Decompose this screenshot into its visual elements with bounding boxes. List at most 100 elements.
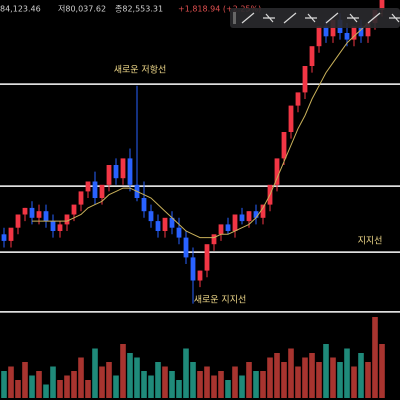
header-high: 84,123.46 xyxy=(0,5,41,14)
candle-body xyxy=(309,46,315,66)
volume-bar xyxy=(372,317,378,398)
candle-body xyxy=(141,198,147,212)
candle-body xyxy=(176,227,182,238)
candle-body xyxy=(358,26,364,37)
tool-icon[interactable] xyxy=(389,13,400,23)
candle-body xyxy=(127,158,133,185)
volume-bar xyxy=(232,366,238,398)
volume-bar xyxy=(225,380,231,398)
volume-bar xyxy=(176,380,182,398)
tool-icon[interactable] xyxy=(283,12,297,24)
volume-bar xyxy=(316,362,322,398)
candle-body xyxy=(99,184,105,198)
volume-bar xyxy=(323,344,329,398)
volume-bar xyxy=(15,380,21,398)
volume-bar xyxy=(22,362,28,398)
candle-body xyxy=(43,211,49,222)
volume-bar xyxy=(1,371,7,398)
volume-bar xyxy=(71,371,77,398)
candle-body xyxy=(204,244,210,271)
volume-bar xyxy=(64,375,70,398)
candle-body xyxy=(92,181,98,198)
volume-bar xyxy=(239,375,245,398)
candle-body xyxy=(344,33,350,40)
candle-body xyxy=(78,191,84,205)
volume-bar xyxy=(337,362,343,398)
candle-body xyxy=(246,211,252,222)
header-low: 저80,037.62 xyxy=(58,5,106,14)
volume-bar xyxy=(169,371,175,398)
volume-bar xyxy=(50,366,56,398)
candle-body xyxy=(50,221,56,231)
candle-body xyxy=(22,207,28,215)
candle-body xyxy=(120,158,126,179)
volume-bar xyxy=(155,362,161,398)
volume-bar xyxy=(134,357,140,398)
volume-bar xyxy=(218,371,224,398)
level-label: 새로운 저항선 xyxy=(114,65,167,76)
candle-body xyxy=(64,214,70,225)
volume-bar xyxy=(113,375,119,398)
candle-body xyxy=(288,105,294,132)
candle-body xyxy=(113,165,119,179)
moving-average xyxy=(32,12,383,239)
volume-bar xyxy=(330,357,336,398)
tool-icon[interactable] xyxy=(367,12,381,24)
volume-bar xyxy=(43,384,49,398)
volume-bar xyxy=(309,353,315,398)
volume-bar xyxy=(260,371,266,398)
level-label: 지지선 xyxy=(358,236,383,247)
volume-bar xyxy=(344,348,350,398)
candle-body xyxy=(162,217,168,231)
tool-icon[interactable] xyxy=(263,13,275,23)
candle-body xyxy=(148,211,154,222)
candle-body xyxy=(15,214,21,228)
candle-body xyxy=(29,207,35,218)
toolbar xyxy=(230,8,400,28)
volume-bar xyxy=(36,371,42,398)
candle-body xyxy=(232,214,238,231)
volume-bar xyxy=(29,375,35,398)
header-close: 종82,553.31 xyxy=(115,5,163,14)
volume-bar xyxy=(302,357,308,398)
volume-bar xyxy=(8,366,14,398)
header-change: +1,818.94 (+2.25%) xyxy=(178,5,261,14)
tool-icon[interactable] xyxy=(325,12,339,24)
volume-bar xyxy=(211,375,217,398)
volume-bar xyxy=(141,371,147,398)
tool-icon[interactable] xyxy=(347,13,359,23)
candle-body xyxy=(281,132,287,159)
candle-body xyxy=(295,92,301,106)
candle-body xyxy=(106,165,112,185)
tool-icon[interactable] xyxy=(305,13,317,23)
candle-body xyxy=(1,234,7,241)
candle-body xyxy=(169,217,175,228)
volume-bar xyxy=(379,344,385,398)
volume-bar xyxy=(148,375,154,398)
volume-bar xyxy=(99,366,105,398)
volume-bar xyxy=(183,348,189,398)
volume-bar xyxy=(288,348,294,398)
candle-body xyxy=(316,26,322,47)
candle-body xyxy=(260,204,266,218)
candle-body xyxy=(197,270,203,281)
toolbar-grip xyxy=(233,12,236,24)
volume-bar xyxy=(78,357,84,398)
volume-bar xyxy=(281,362,287,398)
volume-bar xyxy=(358,353,364,398)
volume-bar xyxy=(92,348,98,398)
volume-bar xyxy=(127,353,133,398)
volume-bar xyxy=(351,366,357,398)
volume-bar xyxy=(106,362,112,398)
candle-body xyxy=(274,158,280,185)
candle-body xyxy=(323,26,329,37)
volume-bar xyxy=(253,371,259,398)
candle-body xyxy=(351,26,357,40)
candle-body xyxy=(85,181,91,192)
candle-body xyxy=(253,211,259,218)
candle-body xyxy=(225,224,231,231)
tool-icon[interactable] xyxy=(241,12,255,24)
volume-bar xyxy=(365,362,371,398)
